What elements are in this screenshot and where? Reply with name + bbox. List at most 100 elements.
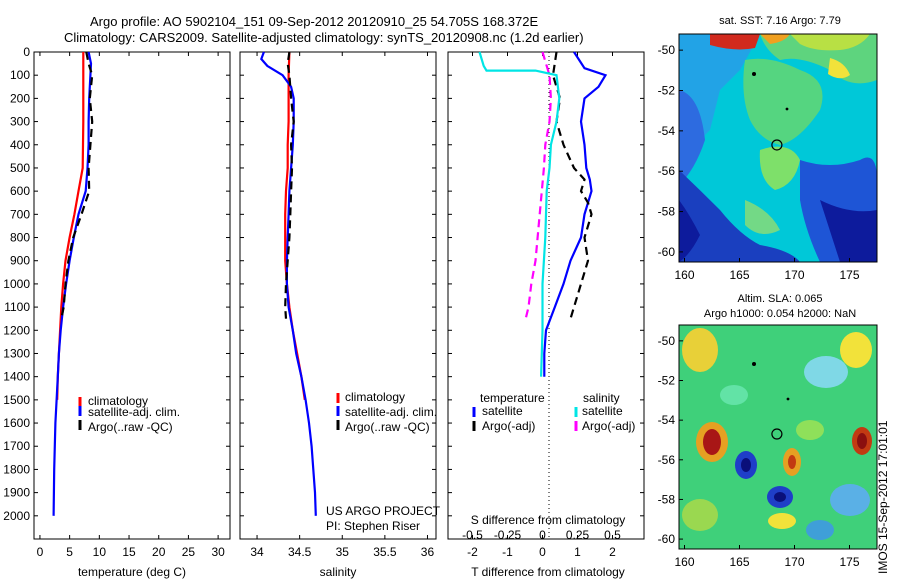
x-tick-label: 34.5 [288, 545, 312, 559]
float-position-marker [771, 139, 783, 151]
legend-label-satellite: satellite-adj. clim. [345, 405, 437, 419]
depth-tick-label: 800 [10, 231, 30, 245]
map-x-tick-label: 165 [729, 555, 749, 569]
depth-tick-label: 1800 [3, 462, 30, 476]
map-y-tick-label: -54 [658, 413, 676, 427]
t-difference-xlabel: T difference from climatology [471, 565, 625, 579]
temperature-ticks: 0 5 10 15 20 25 30 [34, 51, 230, 559]
map-y-tick-label: -56 [658, 453, 676, 467]
legend-label-argo: Argo(..raw -QC) [345, 420, 430, 434]
map-y-tick-label: -60 [658, 532, 676, 546]
salinity-series [260, 51, 317, 516]
temperature-xlabel: temperature (deg C) [78, 565, 186, 579]
x-tick-label: 10 [93, 545, 107, 559]
sst-map-title: sat. SST: 7.16 Argo: 7.79 [719, 15, 841, 27]
sla-title-line1: Altim. SLA: 0.065 [738, 293, 823, 305]
map-x-tick-label: 175 [839, 555, 859, 569]
map-y-tick-label: -56 [658, 164, 676, 178]
depth-tick-label: 1300 [3, 346, 30, 360]
difference-ticks: -2 -1 0 1 2 [448, 51, 644, 559]
salinity-xlabel: salinity [320, 565, 357, 579]
map-x-tick-label: 165 [729, 268, 749, 282]
depth-tick-label: 2000 [3, 509, 30, 523]
series-line-argo-raw-qc- [284, 51, 295, 319]
depth-tick-label: 1100 [4, 300, 30, 314]
legend-label-t-satellite: satellite [482, 404, 523, 418]
depth-tick-label: 900 [10, 254, 30, 268]
map-y-tick-label: -50 [658, 334, 676, 348]
x-tick-label: 25 [182, 545, 196, 559]
temperature-panel: 0100200300400500600700800900100011001200… [3, 45, 231, 579]
map-y-tick-label: -58 [658, 205, 676, 219]
sst-field [679, 34, 877, 262]
s-tick-label: -0.5 [462, 528, 483, 542]
map-y-tick-label: -54 [658, 124, 676, 138]
difference-legend: temperature salinity satellite Argo(-adj… [472, 391, 635, 433]
project-line2: PI: Stephen Riser [326, 519, 420, 533]
depth-tick-label: 500 [10, 161, 30, 175]
temperature-series [52, 51, 94, 516]
timestamp-stamp: IMOS 15-Sep-2012 17:01:01 [876, 420, 890, 574]
depth-tick-label: 300 [10, 115, 30, 129]
legend-title-temperature: temperature [480, 391, 545, 405]
map-y-tick-label: -52 [658, 374, 676, 388]
series-line-s-argo-adj- [524, 51, 553, 319]
salinity-ticks: 34 34.5 35 35.5 36 [240, 51, 436, 559]
s-difference-tick-labels: -0.5 -0.25 0 0.25 0.5 [462, 528, 621, 542]
legend-label-t-argo: Argo(-adj) [482, 419, 535, 433]
map-x-tick-label: 170 [784, 268, 804, 282]
s-difference-label: S difference from climatology [471, 513, 626, 527]
header-line1: Argo profile: AO 5902104_151 09-Sep-2012… [90, 14, 538, 29]
x-tick-label: 34 [250, 545, 264, 559]
s-tick-label: 0.5 [604, 528, 621, 542]
sla-map-frame [678, 324, 878, 550]
salinity-panel: 34 34.5 35 35.5 36 salinity climatology sate… [239, 51, 441, 579]
x-tick-label: 1 [574, 545, 581, 559]
s-tick-label: 0 [539, 528, 546, 542]
depth-tick-label: 700 [10, 207, 30, 221]
temperature-legend: climatology satellite-adj. clim. Argo(..… [78, 394, 180, 434]
x-tick-label: -2 [467, 545, 478, 559]
difference-axes-frame [447, 51, 645, 540]
x-tick-label: 35 [336, 545, 350, 559]
depth-tick-labels: 0 100 200 300 400 500 600 700 800 900 1000 1100 1200… [3, 45, 30, 523]
float-position-marker [771, 428, 783, 440]
s-tick-label: -0.25 [494, 528, 522, 542]
header-line2: Climatology: CARS2009. Satellite-adjuste… [64, 30, 584, 45]
sla-map: Altim. SLA: 0.065 Argo h1000: 0.054 h200… [658, 293, 878, 569]
map-y-tick-label: -52 [658, 83, 676, 97]
depth-tick-label: 1600 [3, 416, 30, 430]
legend-label-climatology: climatology [345, 390, 405, 404]
legend-title-salinity: salinity [583, 391, 620, 405]
depth-tick-label: 1500 [3, 393, 30, 407]
sst-map: sat. SST: 7.16 Argo: 7.79 160 165 170 175 [658, 15, 878, 282]
legend-label-s-argo: Argo(-adj) [582, 419, 635, 433]
map-x-tick-label: 175 [839, 268, 859, 282]
legend-label-climatology: climatology [88, 394, 148, 408]
depth-tick-label: 600 [10, 184, 30, 198]
sla-field [679, 325, 877, 549]
depth-tick-label: 1900 [3, 486, 30, 500]
x-tick-label: 35.5 [373, 545, 397, 559]
difference-panel: -2 -1 0 1 2 T difference from climatology S … [447, 51, 645, 579]
legend-label-satellite: satellite-adj. clim. [88, 405, 180, 419]
temperature-axes-frame [33, 51, 231, 540]
salinity-legend: climatology satellite-adj. clim. Argo(..… [336, 390, 437, 434]
depth-tick-label: 1200 [3, 323, 30, 337]
x-tick-label: 15 [122, 545, 136, 559]
sla-title-line2: Argo h1000: 0.054 h2000: NaN [704, 308, 856, 320]
x-tick-label: 2 [609, 545, 616, 559]
sst-map-frame [678, 33, 878, 263]
difference-series [478, 51, 608, 377]
depth-tick-label: 200 [10, 91, 30, 105]
map-y-tick-label: -58 [658, 492, 676, 506]
salinity-axes-frame [239, 51, 437, 540]
series-line-s-satellite [478, 51, 561, 377]
depth-tick-label: 400 [10, 138, 30, 152]
x-tick-label: 30 [211, 545, 225, 559]
depth-tick-label: 0 [23, 45, 30, 59]
map-x-tick-label: 160 [674, 268, 694, 282]
x-tick-label: 0 [539, 545, 546, 559]
map-x-tick-label: 160 [674, 555, 694, 569]
